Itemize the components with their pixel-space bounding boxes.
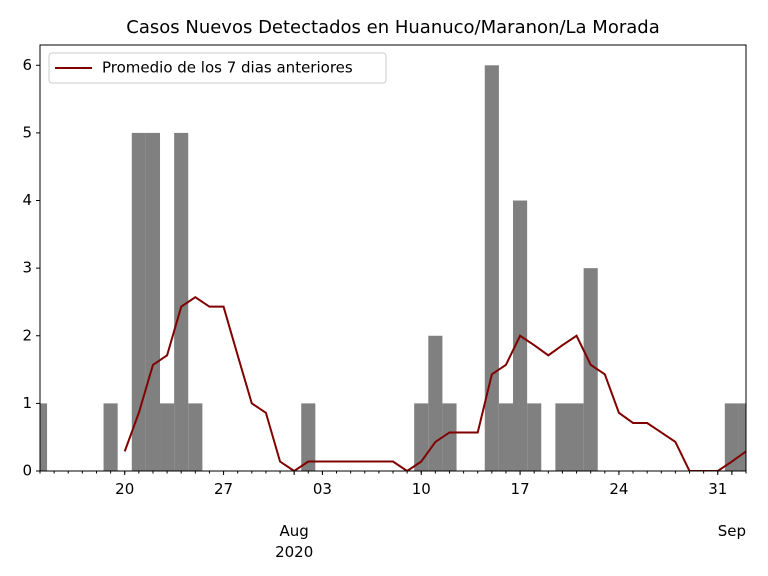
bar <box>188 403 203 471</box>
x-tick-label: Sep <box>717 522 747 540</box>
bar <box>301 403 316 471</box>
bar <box>442 403 457 471</box>
average-line <box>123 296 746 471</box>
bar <box>527 403 542 471</box>
x-tick-label: Aug 2020 <box>275 522 314 561</box>
bar <box>414 403 429 471</box>
x-tick-label: 03 <box>312 480 332 498</box>
y-tick-label: 5 <box>22 123 32 141</box>
bar <box>131 132 146 471</box>
bar <box>103 403 118 471</box>
bar <box>160 403 175 471</box>
y-tick-label: 4 <box>22 191 32 209</box>
legend-box <box>48 52 387 84</box>
x-tick-label: 10 <box>411 480 431 498</box>
bar <box>145 132 161 471</box>
y-tick-label: 3 <box>22 259 32 277</box>
x-tick-label: 27 <box>214 480 234 498</box>
bar <box>738 403 746 471</box>
bar <box>569 403 584 471</box>
y-tick-label: 6 <box>22 56 32 74</box>
bar <box>555 403 570 471</box>
x-tick-label: 24 <box>609 480 629 498</box>
plot <box>40 65 746 471</box>
bar <box>583 268 598 471</box>
chart-title: Casos Nuevos Detectados en Huanuco/Maran… <box>126 17 659 38</box>
legend-label: Promedio de los 7 dias anteriores <box>102 59 353 77</box>
legend: Promedio de los 7 dias anteriores <box>48 52 387 84</box>
x-tick-label: 31 <box>708 480 728 498</box>
bar <box>428 335 443 471</box>
bar <box>174 132 189 471</box>
y-tick-label: 2 <box>22 326 32 344</box>
y-tick-label: 1 <box>22 394 32 412</box>
bar <box>724 403 739 471</box>
x-tick-label: 17 <box>510 480 530 498</box>
x-tick-label: 20 <box>115 480 135 498</box>
y-tick-label: 0 <box>22 462 32 480</box>
bar <box>40 403 48 471</box>
bar <box>498 403 514 471</box>
bar <box>484 65 499 471</box>
